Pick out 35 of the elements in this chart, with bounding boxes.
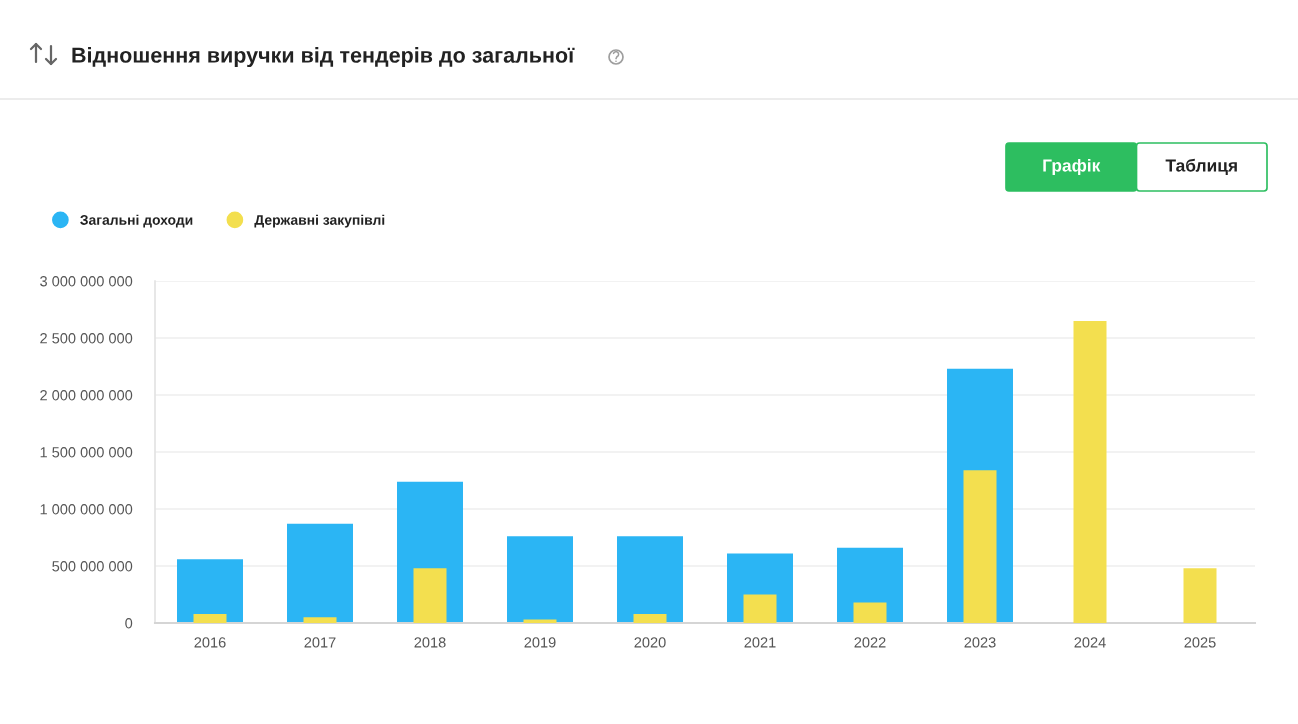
x-tick-label: 2021: [744, 637, 776, 648]
bar: [1073, 320, 1107, 623]
y-tick-label: 2 500 000 000: [40, 333, 133, 344]
legend-label: Державні закупівлі: [254, 214, 385, 228]
bar: [303, 617, 337, 623]
x-tick-label: 2023: [964, 637, 996, 648]
y-tick-label: 2 000 000 000: [40, 390, 133, 401]
x-tick-label: 2016: [194, 637, 226, 648]
bar: [743, 594, 777, 623]
x-tick-label: 2025: [1184, 637, 1216, 648]
text: Графік: [1043, 158, 1101, 176]
y-tick-label: 1 500 000 000: [40, 447, 133, 458]
bar: [617, 536, 683, 623]
x-tick-label: 2024: [1074, 637, 1106, 648]
x-tick-label: 2017: [304, 637, 336, 648]
chart-title: Відношення виручки від тендерів до загальної: [72, 46, 575, 68]
x-tick-label: 2018: [414, 637, 446, 648]
y-tick-label: 3 000 000 000: [40, 276, 133, 287]
y-tick-label: 0: [125, 618, 133, 629]
legend-label: Загальні доходи: [80, 214, 193, 228]
bar: [1183, 568, 1217, 623]
bar: [963, 470, 997, 623]
y-tick-label: 500 000 000: [52, 561, 133, 572]
bar: [507, 536, 573, 623]
bar: [287, 523, 353, 623]
bar: [413, 568, 447, 623]
text: Таблиця: [1165, 158, 1237, 175]
bar: [633, 613, 667, 623]
bar: [193, 613, 227, 623]
x-tick-label: 2019: [524, 637, 556, 648]
bar: [853, 602, 887, 623]
x-tick-label: 2022: [854, 637, 886, 648]
y-tick-label: 1 000 000 000: [40, 504, 133, 515]
bar: [177, 559, 243, 623]
x-tick-label: 2020: [634, 637, 666, 648]
